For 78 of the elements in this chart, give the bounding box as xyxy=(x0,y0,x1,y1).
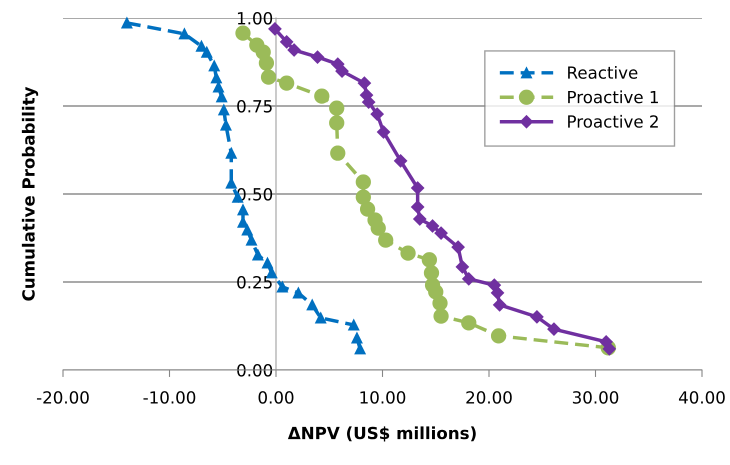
point xyxy=(413,212,426,226)
point xyxy=(329,115,344,131)
point xyxy=(279,75,294,91)
point xyxy=(310,50,324,64)
point xyxy=(201,46,212,58)
x-tick-label: -20.00 xyxy=(36,391,89,404)
point xyxy=(220,119,232,131)
point xyxy=(288,43,301,57)
point xyxy=(210,72,222,84)
point xyxy=(411,181,424,195)
point xyxy=(242,224,253,236)
point xyxy=(208,60,220,72)
point xyxy=(490,286,504,300)
point xyxy=(121,17,132,28)
point xyxy=(252,249,264,260)
point xyxy=(335,64,349,78)
point xyxy=(530,310,544,324)
y-axis-title: Cumulative Probability xyxy=(22,86,38,301)
point xyxy=(260,69,276,85)
point xyxy=(354,343,366,354)
y-tick-label: 0.75 xyxy=(237,100,272,113)
point xyxy=(351,332,362,344)
point xyxy=(330,146,346,161)
point xyxy=(547,322,561,336)
legend-label: Proactive 2 xyxy=(568,114,658,128)
point xyxy=(356,190,371,205)
point xyxy=(400,245,416,261)
point xyxy=(422,252,437,268)
point xyxy=(424,265,440,280)
legend-label: Reactive xyxy=(568,66,638,79)
point xyxy=(434,226,448,240)
point xyxy=(394,154,408,168)
point xyxy=(178,28,190,40)
x-tick-label: 0.00 xyxy=(258,391,294,404)
point xyxy=(280,35,294,49)
point xyxy=(360,201,376,217)
point xyxy=(370,220,386,236)
x-tick-label: 40.00 xyxy=(678,391,725,404)
x-tick-label: 20.00 xyxy=(466,391,512,404)
point xyxy=(378,232,394,248)
point xyxy=(329,100,344,116)
point xyxy=(376,125,390,139)
point xyxy=(315,312,326,324)
point xyxy=(370,108,384,121)
point xyxy=(426,219,440,233)
point xyxy=(196,40,208,52)
point xyxy=(490,328,506,344)
x-tick-label: -10.00 xyxy=(143,391,196,404)
y-tick-label: 1.00 xyxy=(238,12,272,25)
point xyxy=(358,76,371,90)
point xyxy=(262,257,274,269)
point xyxy=(306,299,318,310)
point xyxy=(411,200,424,214)
point xyxy=(314,88,330,104)
point xyxy=(246,234,258,246)
point xyxy=(362,96,376,109)
point xyxy=(433,308,449,324)
point xyxy=(235,25,251,41)
point xyxy=(226,148,237,159)
point xyxy=(493,298,506,312)
x-axis-title: ΔNPV (US$ millions) xyxy=(288,426,476,442)
x-tick-label: 10.00 xyxy=(360,391,406,404)
point xyxy=(292,287,304,298)
y-tick-label: 0.25 xyxy=(237,276,272,289)
x-tick-label: 30.00 xyxy=(572,391,618,404)
legend-label: Proactive 1 xyxy=(568,90,658,104)
point xyxy=(462,272,476,286)
point xyxy=(356,174,371,190)
point xyxy=(432,295,448,311)
point xyxy=(276,281,288,292)
point xyxy=(456,260,469,274)
point xyxy=(258,55,274,71)
point xyxy=(348,319,360,330)
point xyxy=(216,91,228,102)
point xyxy=(452,240,465,254)
point xyxy=(218,104,230,116)
point xyxy=(237,204,249,216)
point xyxy=(461,315,476,330)
